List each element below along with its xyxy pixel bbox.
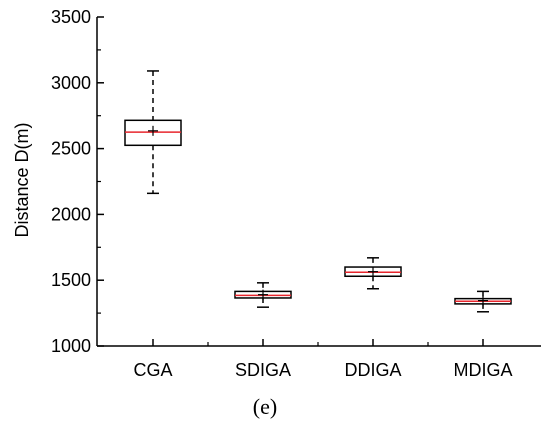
x-axis-ticks: CGA SDIGA DDIGA MDIGA: [133, 339, 513, 380]
boxes-group: [124, 70, 512, 313]
box-ddiga: [344, 257, 402, 290]
figure-caption: (e): [253, 394, 277, 419]
x-tick-label: SDIGA: [235, 360, 291, 380]
box-cga: [124, 70, 182, 195]
box-sdiga: [234, 282, 292, 308]
y-tick-label: 1000: [51, 336, 91, 356]
x-tick-label: CGA: [133, 360, 172, 380]
box-mdiga: [454, 290, 512, 313]
y-tick-label: 3000: [51, 73, 91, 93]
y-tick-label: 2000: [51, 204, 91, 224]
y-axis-label: Distance D(m): [12, 122, 32, 237]
x-tick-label: DDIGA: [344, 360, 401, 380]
x-tick-label: MDIGA: [453, 360, 512, 380]
y-tick-label: 2500: [51, 139, 91, 159]
plot-area: 1000 1500 2000 2500 3000 3500 CGA SDIGA DDIGA MD…: [51, 7, 541, 380]
y-tick-label: 1500: [51, 270, 91, 290]
y-axis-ticks: 1000 1500 2000 2500 3000 3500: [51, 7, 104, 356]
y-tick-label: 3500: [51, 7, 91, 27]
